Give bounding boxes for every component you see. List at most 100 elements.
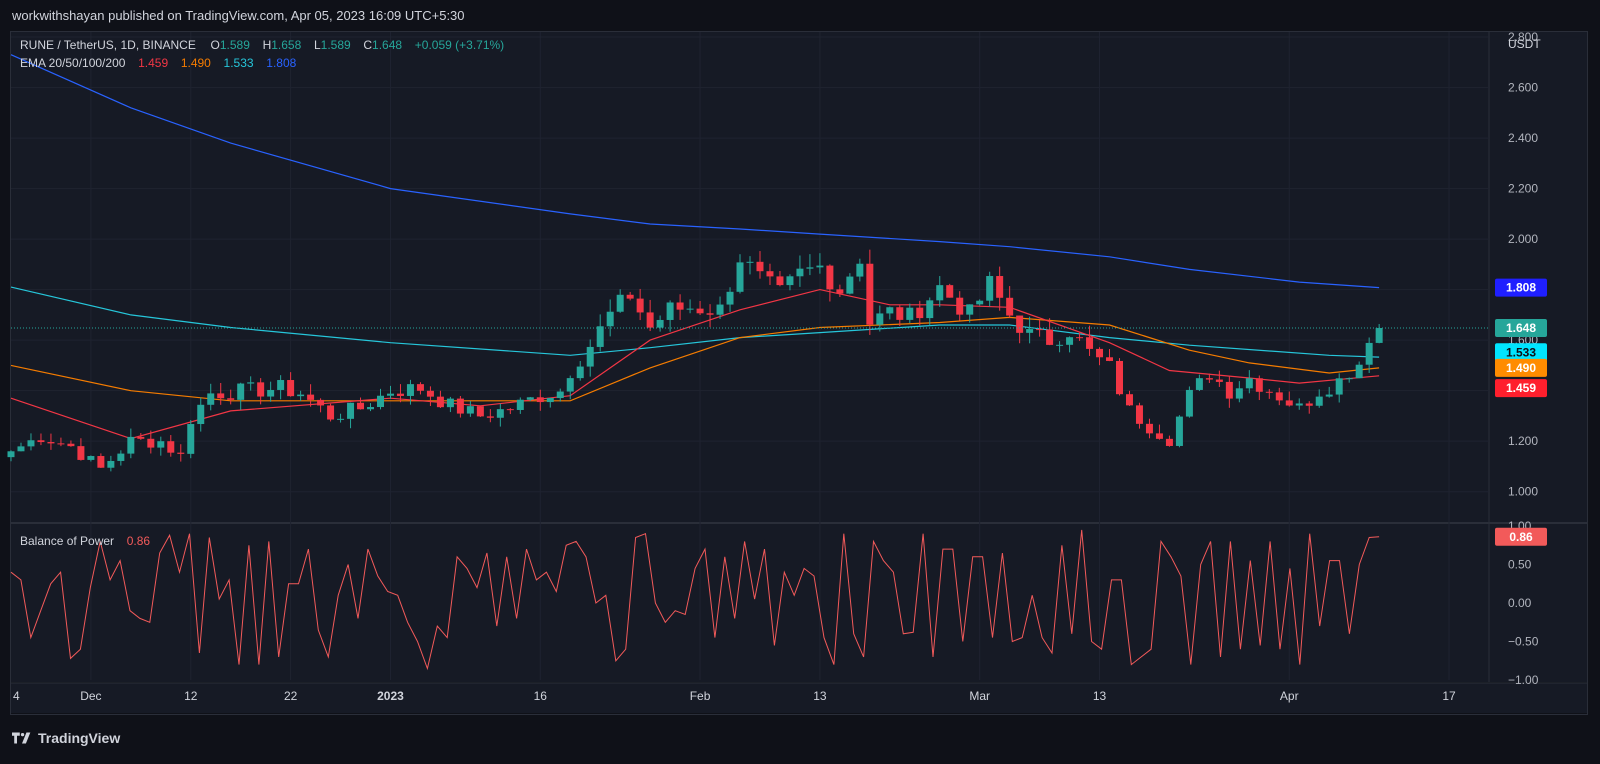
candle-body: [307, 394, 315, 400]
price-tick-label: 2.600: [1508, 81, 1538, 95]
candle-body: [137, 436, 145, 439]
badge-bop-bg: [1495, 527, 1547, 546]
candle-body: [147, 438, 155, 448]
candle-body: [1046, 329, 1054, 345]
badge-last-bg: [1495, 319, 1547, 338]
price-tick-label: 1.200: [1508, 434, 1538, 448]
tradingview-brand[interactable]: TradingView: [12, 727, 120, 749]
candle-body: [167, 441, 175, 453]
time-label: Apr: [1280, 689, 1299, 703]
candle-body: [736, 262, 744, 292]
close-value: 1.648: [372, 38, 403, 52]
candle-body: [806, 267, 814, 269]
badge-ema50-bg: [1495, 358, 1547, 377]
candle-body: [446, 398, 454, 408]
chart-frame[interactable]: [10, 31, 1588, 715]
candle-body: [676, 302, 684, 310]
candle-body: [956, 297, 964, 315]
candle-body: [486, 416, 494, 418]
candle-body: [1036, 329, 1044, 331]
candle-body: [496, 409, 504, 418]
ema-title[interactable]: EMA 20/50/100/200: [20, 56, 126, 70]
candle-body: [1255, 378, 1263, 392]
candle-body: [237, 383, 245, 400]
candle-body: [217, 393, 225, 399]
candle-body: [1116, 360, 1123, 395]
ema-lines: [10, 54, 1380, 440]
badge-ema200: 1.808: [1506, 281, 1536, 295]
price-tick-label: 2.400: [1508, 131, 1538, 145]
candle-body: [107, 460, 115, 468]
ema50-value: 1.490: [180, 56, 211, 70]
brand-label: TradingView: [38, 730, 121, 746]
candle-body: [816, 265, 824, 268]
candles: [7, 249, 1383, 472]
candle-body: [117, 453, 125, 461]
candle-body: [746, 261, 754, 263]
candle-body: [1235, 388, 1243, 399]
symbol-title[interactable]: RUNE / TetherUS, 1D, BINANCE: [20, 38, 196, 52]
candle-body: [1245, 378, 1253, 389]
bop-title[interactable]: Balance of Power: [20, 534, 115, 548]
high-label: H: [262, 38, 272, 52]
candle-body: [616, 294, 624, 312]
candle-body: [506, 409, 514, 411]
candle-body: [576, 366, 584, 379]
candle-body: [197, 404, 205, 425]
candle-body: [47, 442, 55, 444]
candle-body: [716, 304, 724, 315]
time-axis[interactable]: 4 Dec 12 22 2023 16 Feb 13 Mar 13 Apr 17: [13, 689, 1456, 703]
candle-body: [756, 261, 764, 272]
price-tick-label: 2.800: [1508, 30, 1538, 44]
candle-body: [1315, 396, 1323, 406]
candle-body: [1076, 337, 1084, 339]
time-axis-bg[interactable]: [11, 683, 1587, 713]
candle-body: [626, 294, 634, 299]
candle-body: [946, 285, 954, 298]
time-label: 13: [1093, 689, 1107, 703]
candle-body: [726, 291, 734, 305]
candle-body: [766, 271, 774, 277]
main-pane[interactable]: [11, 32, 1489, 522]
symbol-legend[interactable]: RUNE / TetherUS, 1D, BINANCE O1.589 H1.6…: [20, 38, 504, 52]
candle-body: [516, 399, 524, 410]
candle-body: [666, 302, 674, 320]
ema100-value: 1.533: [223, 56, 254, 70]
bop-legend[interactable]: Balance of Power 0.86: [20, 534, 150, 548]
price-tick-label: 2.000: [1508, 232, 1538, 246]
candle-body: [776, 276, 784, 286]
candle-body: [277, 380, 285, 390]
candle-body: [367, 407, 375, 410]
bop-line-group: [10, 529, 1380, 671]
candle-body: [1365, 342, 1373, 365]
candle-body: [357, 402, 365, 410]
candle-body: [886, 307, 894, 314]
badge-bop: 0.86: [1509, 530, 1533, 544]
candle-body: [996, 276, 1004, 298]
change-value: +0.059 (+3.71%): [414, 38, 505, 52]
time-label: 17: [1442, 689, 1456, 703]
candle-body: [706, 313, 714, 315]
candle-body: [1295, 403, 1303, 406]
candle-body: [986, 276, 994, 301]
price-badges: 1.808 1.648 1.533 1.490 1.459 0.86: [1495, 278, 1547, 546]
time-label: 16: [534, 689, 548, 703]
candle-body: [976, 300, 984, 305]
ema20-line: [10, 288, 1380, 440]
badge-ema50: 1.490: [1506, 361, 1536, 375]
candle-body: [337, 418, 345, 420]
ema-legend[interactable]: EMA 20/50/100/200 1.459 1.490 1.533 1.80…: [20, 56, 296, 70]
candle-body: [1106, 357, 1114, 361]
bop-pane[interactable]: [11, 524, 1489, 682]
candle-body: [177, 452, 185, 454]
candle-body: [1265, 391, 1273, 393]
candle-body: [796, 268, 804, 277]
time-label: 12: [184, 689, 198, 703]
price-tick-label: 1.000: [1508, 485, 1538, 499]
currency-label: USDT: [1508, 37, 1541, 51]
candle-body: [1086, 337, 1094, 349]
candle-body: [1155, 433, 1163, 439]
candle-body: [1285, 400, 1293, 406]
badge-last: 1.648: [1506, 321, 1536, 335]
